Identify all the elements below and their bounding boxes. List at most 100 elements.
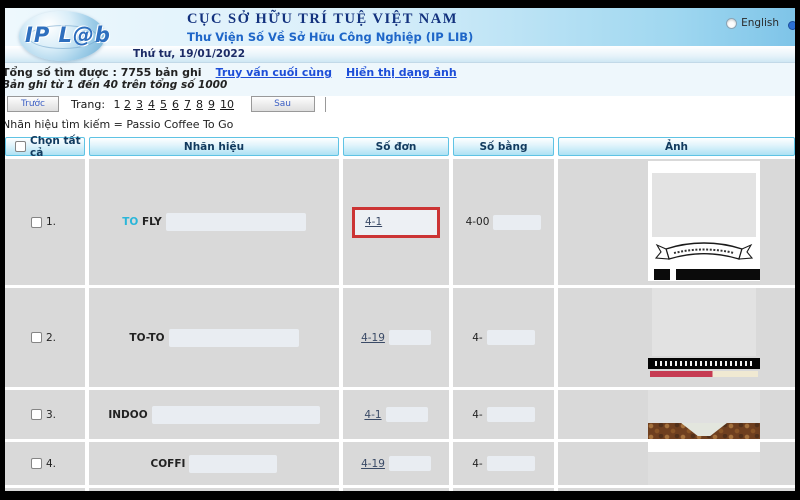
image-view-link[interactable]: Hiển thị dạng ảnh — [345, 66, 457, 79]
certificate-no-cell: 4- — [453, 390, 554, 439]
redaction-bar — [676, 269, 760, 280]
application-no-link[interactable]: 4-19 — [361, 457, 385, 470]
ip-lib-logo: IP L@b — [11, 9, 131, 62]
org-title: CỤC SỞ HỮU TRÍ TUỆ VIỆT NAM — [187, 11, 458, 27]
select-all-cell: Chọn tất cả — [5, 134, 85, 159]
redaction-box — [151, 405, 320, 424]
next-button[interactable]: Sau — [250, 96, 315, 112]
language-label[interactable]: English — [741, 17, 779, 29]
page-link[interactable]: 6 — [172, 97, 180, 111]
brand-text: TO-TO — [129, 331, 165, 344]
table-row: 4. COFFI 4-19 4- — [5, 442, 795, 488]
table-row: 2. TO-TO 4-19 4- — [5, 288, 795, 390]
redaction-box — [652, 288, 756, 356]
date-text: Thứ tư, 19/01/2022 — [133, 48, 246, 60]
record-range-text: Bản ghi từ 1 đến 40 trên tổng số 1000 — [5, 79, 228, 91]
redaction-box — [652, 173, 756, 237]
redaction-box — [648, 452, 760, 485]
trademark-image-ribbon-banner — [648, 161, 760, 281]
application-no-link[interactable]: 4-19 — [361, 331, 385, 344]
page-link[interactable]: 9 — [208, 97, 216, 111]
brand-text: COFFI — [150, 457, 186, 470]
table-header: Chọn tất cả Nhãn hiệu Số đơn Số bằng Ảnh — [5, 134, 795, 159]
redaction-box — [648, 390, 760, 423]
table-row: 3. INDOO 4-1 4- — [5, 390, 795, 442]
col-header-certificate-no: Số bằng — [453, 137, 554, 156]
row-checkbox[interactable] — [31, 409, 42, 420]
language-radio-icon[interactable] — [726, 17, 738, 29]
image-cell — [558, 442, 795, 485]
certificate-no-text: 4-00 — [465, 216, 490, 228]
site-subtitle: Thư Viện Số Về Sở Hữu Công Nghiệp (IP LI… — [187, 30, 474, 44]
redaction-bar — [654, 269, 670, 280]
image-cell — [558, 288, 795, 387]
row-checkbox[interactable] — [31, 458, 42, 469]
image-cell — [558, 390, 795, 439]
redaction-box — [388, 456, 431, 471]
results-summary-strip — [5, 63, 795, 96]
page-link[interactable]: 7 — [184, 97, 192, 111]
page-link[interactable]: 10 — [220, 97, 235, 111]
row-select-cell: 4. — [5, 442, 85, 485]
highlight-box: 4-1 — [352, 206, 440, 238]
row-checkbox[interactable] — [31, 216, 42, 228]
trademark-image-blurred — [648, 442, 760, 485]
col-header-image: Ảnh — [558, 137, 795, 156]
certificate-no-text: 4- — [472, 331, 483, 344]
ip-lib-page: CỤC SỞ HỮU TRÍ TUỆ VIỆT NAM Thư Viện Số … — [5, 8, 795, 491]
current-page: 1 — [113, 97, 121, 111]
row-number: 2. — [46, 331, 57, 344]
page-link[interactable]: 5 — [160, 97, 168, 111]
select-all-checkbox[interactable] — [15, 141, 26, 152]
row-select-cell: 2. — [5, 288, 85, 387]
select-all-label: Chọn tất cả — [30, 134, 81, 159]
language-switch[interactable]: English — [726, 17, 779, 29]
brand-cell: INDOO — [89, 390, 339, 439]
page-link[interactable]: 4 — [148, 97, 156, 111]
application-no-cell: 4-1 — [343, 390, 449, 439]
redaction-box — [486, 456, 535, 471]
certificate-no-text: 4- — [472, 457, 483, 470]
redaction-box — [486, 330, 535, 345]
page-link[interactable]: 3 — [136, 97, 144, 111]
brand-text: FLY — [138, 216, 162, 228]
globe-icon — [19, 11, 105, 61]
application-no-cell: 4-1 — [343, 159, 449, 285]
page-link[interactable]: 2 — [124, 97, 132, 111]
application-no-cell — [343, 488, 449, 491]
table-row — [5, 488, 795, 491]
application-no-cell: 4-19 — [343, 442, 449, 485]
pagination-divider — [324, 96, 326, 112]
redaction-box — [388, 330, 431, 345]
trademark-image-coffee-beans — [648, 390, 760, 439]
application-no-link[interactable]: 4-1 — [364, 408, 382, 421]
brand-text-highlight: TO — [122, 216, 139, 228]
ribbon-banner-icon — [654, 242, 754, 260]
brand-cell: TO FLY — [89, 159, 339, 285]
last-query-link[interactable]: Truy vấn cuối cùng — [215, 66, 332, 79]
col-header-application-no: Số đơn — [343, 137, 449, 156]
row-number: 3. — [46, 408, 57, 421]
col-header-brand: Nhãn hiệu — [89, 137, 339, 156]
image-white-strip — [648, 442, 760, 452]
certificate-no-text: 4- — [472, 408, 483, 421]
redaction-box — [189, 454, 278, 473]
brand-cell — [89, 488, 339, 491]
total-found-text: Tổng số tìm được : 7755 bản ghi — [5, 66, 202, 79]
certificate-no-cell: 4- — [453, 288, 554, 387]
row-number: 1. — [46, 216, 57, 228]
row-checkbox[interactable] — [31, 332, 42, 343]
table-row: 1. TO FLY 4-1 4-00 — [5, 159, 795, 288]
app-header: CỤC SỞ HỮU TRÍ TUỆ VIỆT NAM Thư Viện Số … — [5, 8, 795, 46]
redaction-box — [493, 214, 542, 230]
language-selected-dot-icon[interactable] — [788, 21, 795, 30]
redaction-box — [168, 328, 299, 347]
results-summary: Tổng số tìm được : 7755 bản ghi Truy vấn … — [5, 66, 457, 79]
certificate-no-cell: 4- — [453, 442, 554, 485]
page-link[interactable]: 8 — [196, 97, 204, 111]
brand-cell: TO-TO — [89, 288, 339, 387]
application-no-link[interactable]: 4-1 — [365, 216, 383, 228]
prev-button[interactable]: Trước — [7, 96, 59, 112]
red-stripe-icon — [650, 371, 758, 377]
